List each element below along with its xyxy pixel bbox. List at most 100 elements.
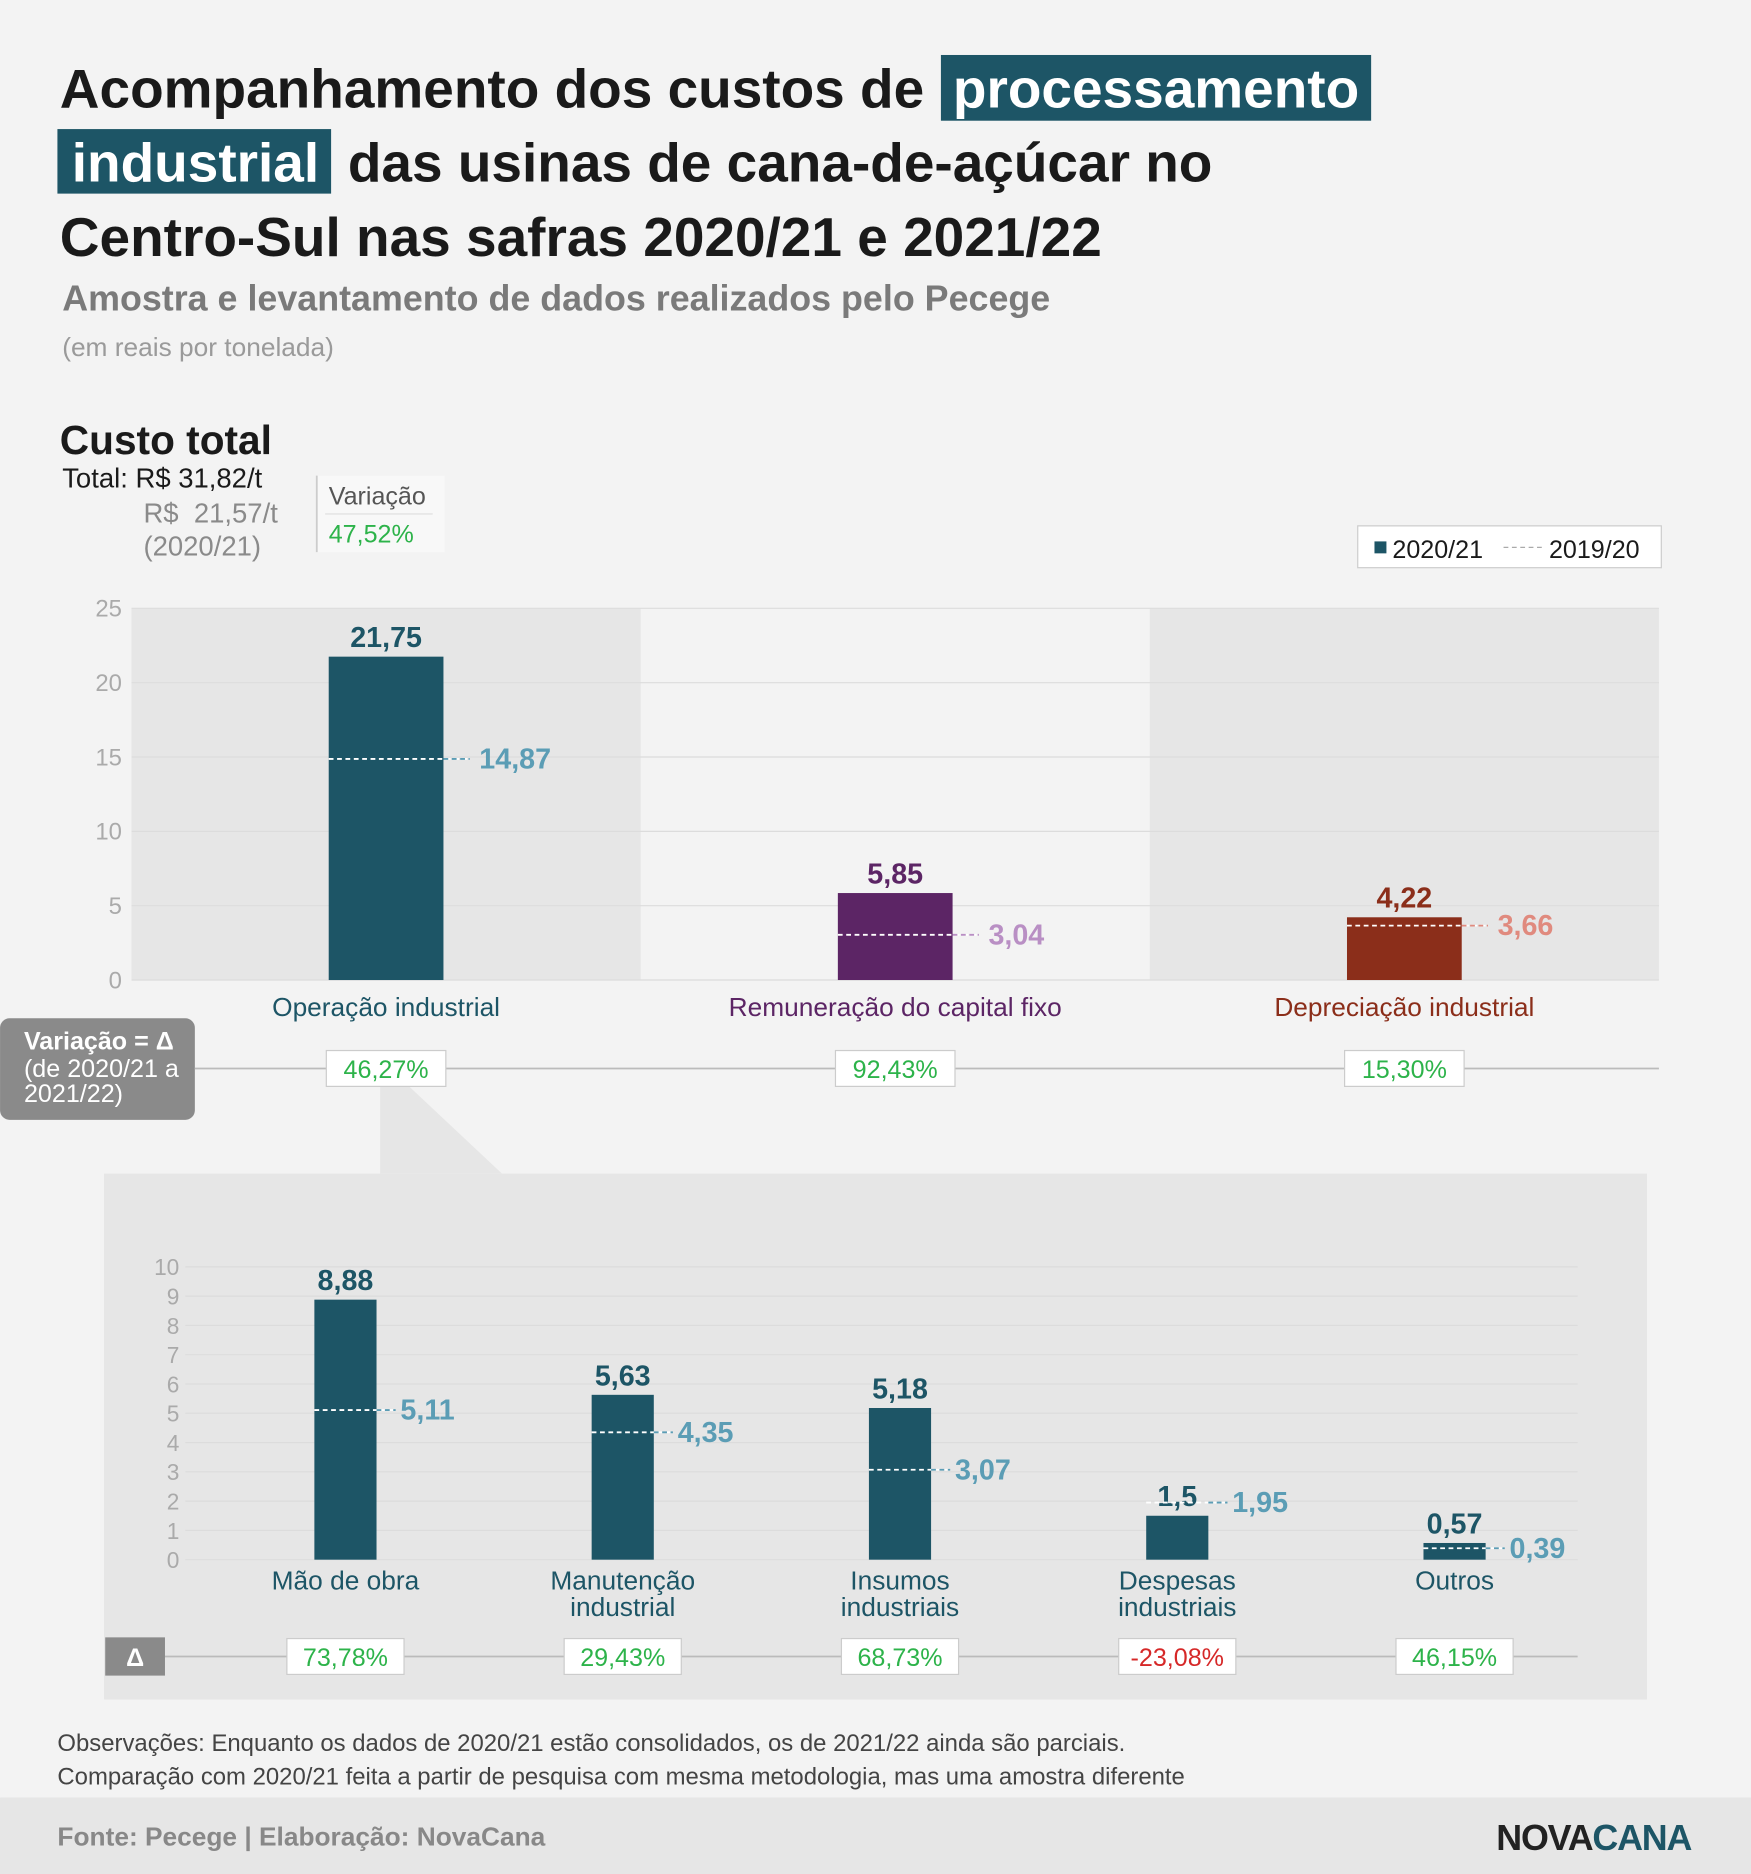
reference-label: 3,07 bbox=[955, 1454, 1011, 1486]
y-tick-label: 10 bbox=[154, 1254, 179, 1280]
x-tick-label-box: Despesas industriais bbox=[1118, 1568, 1237, 1622]
reference-label: 0,39 bbox=[1510, 1533, 1566, 1565]
value-label: 8,88 bbox=[318, 1265, 374, 1297]
variation-box bbox=[325, 1049, 447, 1087]
y-tick-label: 6 bbox=[167, 1371, 180, 1397]
total: Total: R$ 31,82/t bbox=[62, 463, 262, 494]
reference-label: 5,11 bbox=[400, 1395, 454, 1427]
value-label: 5,63 bbox=[595, 1360, 651, 1392]
variation-value: 47,52% bbox=[329, 521, 414, 549]
bar bbox=[591, 1394, 654, 1560]
y-tick-label: 10 bbox=[95, 819, 122, 846]
previous-total: R$ 21,57/t bbox=[143, 497, 278, 528]
variation-value: 92,43% bbox=[853, 1056, 938, 1084]
variation-box bbox=[834, 1049, 956, 1087]
x-tick-label-box: Insumos industriais bbox=[840, 1568, 960, 1622]
value-label: 21,75 bbox=[350, 622, 422, 654]
x-tick-label-box: Mão de obra bbox=[271, 1568, 420, 1596]
legend-label: 2020/21 bbox=[1392, 536, 1483, 564]
source: Fonte: Pecege | Elaboração: NovaCana bbox=[57, 1821, 545, 1851]
bar bbox=[314, 1299, 377, 1560]
variation-label: Variação bbox=[329, 482, 426, 510]
variation-box bbox=[563, 1637, 682, 1676]
value-label: 4,22 bbox=[1376, 883, 1432, 915]
y-tick-label: 5 bbox=[109, 893, 122, 920]
title-highlight-bg bbox=[57, 129, 332, 194]
variation-box bbox=[286, 1637, 405, 1676]
variation-box bbox=[1344, 1049, 1465, 1087]
y-tick-label: 0 bbox=[167, 1547, 180, 1573]
y-tick-label: 4 bbox=[167, 1430, 180, 1456]
legend-swatch bbox=[1374, 541, 1387, 554]
reference-label: 3,04 bbox=[988, 919, 1044, 951]
x-tick-label: Operação industrial bbox=[272, 992, 500, 1022]
variation-row-note: (de 2020/21 a 2021/22) bbox=[23, 1056, 179, 1108]
y-tick-label: 2 bbox=[167, 1488, 180, 1514]
legend-box bbox=[1357, 525, 1662, 569]
x-tick-label-box: Manutenção industrial bbox=[550, 1568, 696, 1622]
reference-label: 3,66 bbox=[1498, 910, 1554, 942]
y-tick-label: 1 bbox=[167, 1518, 180, 1544]
variation-value: 46,27% bbox=[344, 1056, 429, 1084]
title-highlight-bg bbox=[940, 54, 1372, 121]
variation-box bbox=[1118, 1637, 1237, 1676]
bar bbox=[868, 1407, 932, 1560]
variation-value: 46,15% bbox=[1412, 1644, 1497, 1672]
bar bbox=[1423, 1542, 1486, 1560]
reference-label: 14,87 bbox=[479, 744, 551, 776]
x-tick-label: Outros bbox=[1415, 1568, 1495, 1596]
value-label: 1,5 bbox=[1157, 1481, 1197, 1513]
reference-label: 4,35 bbox=[678, 1417, 734, 1449]
x-tick-label: Insumos industriais bbox=[840, 1568, 960, 1622]
note: Comparação com 2020/21 feita a partir de… bbox=[57, 1763, 1184, 1790]
x-tick-label-box: Outros bbox=[1415, 1568, 1495, 1596]
x-tick-label: Despesas industriais bbox=[1118, 1568, 1237, 1622]
variation-value: 15,30% bbox=[1362, 1056, 1447, 1084]
variation-box bbox=[840, 1637, 960, 1676]
subtitle: Amostra e levantamento de dados realizad… bbox=[62, 279, 1050, 319]
bar bbox=[1146, 1515, 1209, 1560]
variation-value: 73,78% bbox=[303, 1644, 388, 1672]
x-tick-label: Mão de obra bbox=[271, 1568, 420, 1596]
y-tick-label: 15 bbox=[95, 744, 122, 771]
section-title: Custo total bbox=[60, 417, 272, 463]
title-line: Centro-Sul nas safras 2020/21 e 2021/22 bbox=[60, 206, 1102, 268]
variation-value: 68,73% bbox=[857, 1644, 942, 1672]
y-tick-label: 7 bbox=[167, 1342, 180, 1368]
variation-row-note-box: (de 2020/21 a 2021/22) bbox=[23, 1056, 179, 1108]
value-label: 5,18 bbox=[872, 1373, 928, 1405]
bar bbox=[1346, 917, 1462, 981]
bar bbox=[837, 893, 953, 981]
variation-box bbox=[1395, 1637, 1514, 1676]
logo-part: NOVA bbox=[1496, 1818, 1592, 1858]
value-label: 5,85 bbox=[867, 858, 923, 890]
value-label: 0,57 bbox=[1427, 1508, 1483, 1540]
variation-tab bbox=[0, 1018, 195, 1120]
reference-label: 1,95 bbox=[1232, 1487, 1288, 1519]
title-highlight: processamento bbox=[953, 58, 1359, 120]
connector bbox=[380, 1081, 503, 1174]
legend-label: 2019/20 bbox=[1549, 536, 1640, 564]
variation-tab bbox=[105, 1637, 165, 1676]
footer-band bbox=[0, 1797, 1751, 1874]
variation-row-label: Δ bbox=[126, 1644, 144, 1672]
x-tick-label: Depreciação industrial bbox=[1274, 992, 1534, 1022]
y-tick-label: 0 bbox=[109, 967, 122, 994]
x-tick-label: Manutenção industrial bbox=[550, 1568, 696, 1622]
y-tick-label: 20 bbox=[95, 670, 122, 697]
previous-period: (2020/21) bbox=[143, 531, 261, 562]
note: Observações: Enquanto os dados de 2020/2… bbox=[57, 1730, 1125, 1757]
title-line: das usinas de cana-de-açúcar no bbox=[348, 132, 1213, 194]
y-tick-label: 8 bbox=[167, 1313, 180, 1339]
y-tick-label: 25 bbox=[95, 596, 122, 623]
variation-value: 29,43% bbox=[580, 1644, 665, 1672]
unit-note: (em reais por tonelada) bbox=[62, 332, 334, 362]
y-tick-label: 9 bbox=[167, 1284, 180, 1310]
bar bbox=[328, 656, 444, 981]
y-tick-label: 5 bbox=[167, 1401, 180, 1427]
variation-row-label: Variação = Δ bbox=[24, 1027, 174, 1055]
logo: NOVACANA bbox=[1496, 1818, 1691, 1858]
y-tick-label: 3 bbox=[167, 1459, 180, 1485]
